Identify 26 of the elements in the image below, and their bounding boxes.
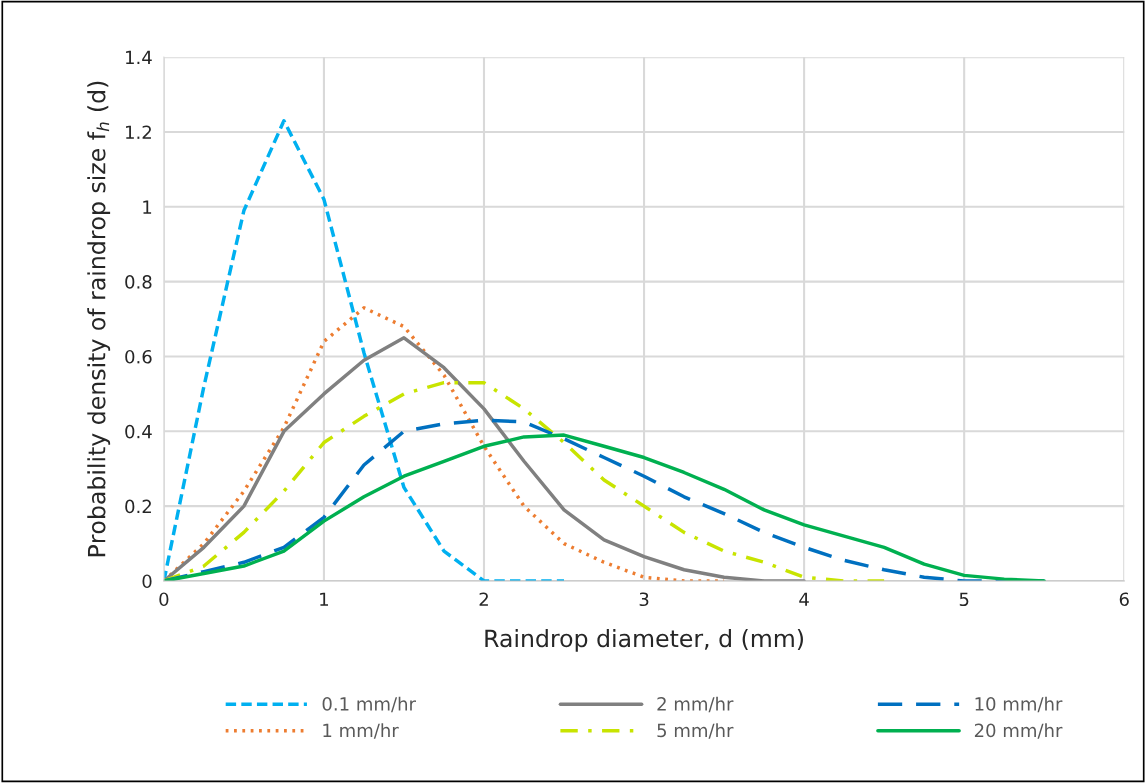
line-series bbox=[163, 336, 806, 581]
y-tick-label: 0.2 bbox=[125, 499, 151, 514]
x-tick-label: 6 bbox=[1119, 592, 1129, 607]
legend-label: 2 mm/hr bbox=[657, 696, 734, 713]
legend-label: 20 mm/hr bbox=[974, 723, 1063, 739]
legend-label: 0.1 mm/hr bbox=[322, 696, 416, 713]
y-tick-label: 1.4 bbox=[126, 50, 152, 65]
legend-label: 1 mm/hr bbox=[323, 723, 399, 739]
y-tick-label: 1 bbox=[143, 200, 152, 214]
y-tick-label: 0.8 bbox=[125, 275, 152, 289]
x-axis-title: Raindrop diameter, d (mm) bbox=[485, 629, 803, 652]
x-tick-label: 4 bbox=[799, 592, 809, 606]
y-tick-label: 1.2 bbox=[126, 125, 151, 139]
y-tick-label: 0.4 bbox=[125, 424, 152, 439]
legend-label: 5 mm/hr bbox=[657, 723, 734, 739]
y-tick-label: 0.6 bbox=[125, 349, 152, 364]
line-series bbox=[163, 119, 566, 581]
x-tick-label: 5 bbox=[959, 592, 969, 607]
y-axis-title: Probability density of raindrop size f$_{h}$ (d) bbox=[87, 81, 111, 557]
x-tick-label: 1 bbox=[320, 592, 329, 606]
x-tick-label: 3 bbox=[639, 592, 649, 607]
legend-label: 10 mm/hr bbox=[975, 696, 1063, 713]
line-series bbox=[163, 380, 886, 581]
x-tick-label: 2 bbox=[479, 592, 488, 606]
x-tick-label: 0 bbox=[159, 592, 169, 607]
y-tick-label: 0 bbox=[142, 574, 152, 589]
